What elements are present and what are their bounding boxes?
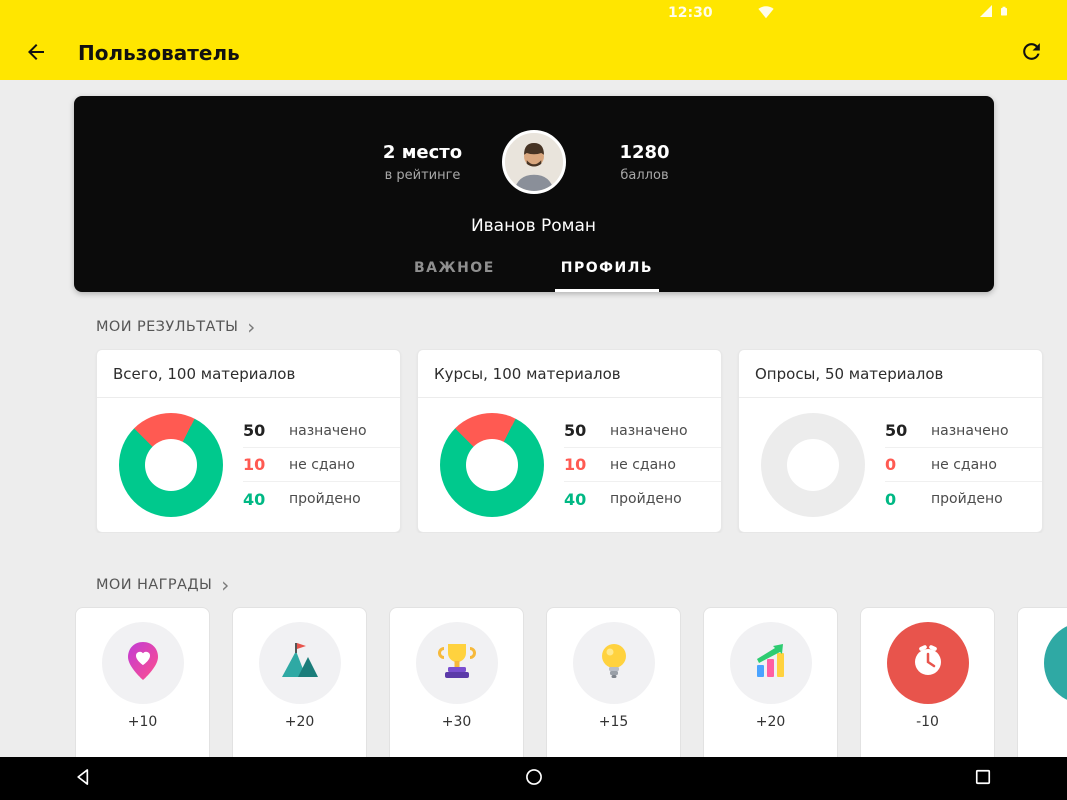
nav-back-icon: [74, 767, 94, 790]
battery-icon: [998, 2, 1010, 24]
award-card[interactable]: +20: [232, 607, 367, 779]
status-bar: 12:30: [0, 0, 1067, 26]
donut-chart: [761, 413, 865, 517]
stat-row: 10 не сдано: [243, 448, 400, 482]
result-card-surveys: Опросы, 50 материалов 50 назначено 0 не …: [738, 349, 1043, 533]
signal-icon: [978, 3, 994, 23]
rank-label: в рейтинге: [384, 167, 461, 183]
stat-value: 50: [564, 421, 587, 440]
awards-row: +10 +20: [0, 607, 1067, 779]
stat-row: 40 пройдено: [243, 482, 400, 516]
award-card[interactable]: -10: [860, 607, 995, 779]
system-nav-bar: [0, 757, 1067, 800]
awards-section-title: МОИ НАГРАДЫ: [96, 577, 213, 593]
stat-row: 0 пройдено: [885, 482, 1042, 516]
chevron-right-icon: ›: [247, 315, 256, 339]
stat-label: пройдено: [931, 491, 1003, 507]
stat-row: 50 назначено: [564, 414, 721, 448]
stat-value: 40: [564, 489, 587, 509]
donut-chart: [119, 413, 223, 517]
stat-value: 10: [243, 455, 266, 474]
award-value: +10: [127, 714, 158, 730]
award-value: +30: [441, 714, 472, 730]
status-time: 12:30: [668, 5, 713, 21]
nav-recents-button[interactable]: [973, 767, 993, 790]
stat-value: 0: [885, 455, 897, 474]
clock-penalty-icon: [906, 639, 950, 687]
result-card-courses: Курсы, 100 материалов 50 назначено 10 не…: [417, 349, 722, 533]
stat-row: 40 пройдено: [564, 482, 721, 516]
stat-row: 0 не сдано: [885, 448, 1042, 482]
nav-recents-icon: [973, 767, 993, 790]
stat-value: 50: [243, 421, 266, 440]
nav-home-icon: [524, 767, 544, 790]
back-button[interactable]: [22, 39, 50, 67]
stat-label: назначено: [610, 422, 688, 439]
points-block: 1280 баллов: [600, 142, 690, 183]
awards-section-header[interactable]: МОИ НАГРАДЫ ›: [96, 573, 1067, 597]
chevron-right-icon: ›: [221, 573, 230, 597]
arrow-back-icon: [24, 40, 48, 67]
rank-block: 2 место в рейтинге: [378, 142, 468, 183]
award-card-partial[interactable]: [1017, 607, 1067, 779]
trophy-icon: [435, 639, 479, 687]
rank-value: 2 место: [382, 141, 463, 163]
points-value: 1280: [619, 141, 670, 163]
results-section-title: МОИ РЕЗУЛЬТАТЫ: [96, 319, 239, 335]
nav-back-button[interactable]: [74, 767, 94, 790]
profile-card: 2 место в рейтинге 1280 баллов Иванов Ро…: [73, 96, 994, 292]
stat-label: не сдано: [931, 456, 997, 473]
stat-value: 10: [564, 455, 587, 474]
points-label: баллов: [620, 167, 669, 183]
donut-chart: [440, 413, 544, 517]
stat-label: не сдано: [610, 456, 676, 473]
nav-home-button[interactable]: [524, 767, 544, 790]
refresh-button[interactable]: [1017, 39, 1045, 67]
avatar: [501, 130, 566, 194]
result-card-title: Всего, 100 материалов: [97, 350, 400, 398]
profile-tabs: ВАЖНОЕ ПРОФИЛЬ: [74, 260, 994, 292]
stat-label: назначено: [289, 422, 367, 439]
award-value: +20: [284, 714, 315, 730]
stat-row: 50 назначено: [243, 414, 400, 448]
stat-row: 10 не сдано: [564, 448, 721, 482]
result-card-title: Опросы, 50 материалов: [739, 350, 1042, 398]
award-card[interactable]: +20: [703, 607, 838, 779]
result-card-title: Курсы, 100 материалов: [418, 350, 721, 398]
award-value: -10: [916, 714, 939, 730]
tab-profile[interactable]: ПРОФИЛЬ: [554, 260, 660, 292]
stat-label: не сдано: [289, 456, 355, 473]
results-section-header[interactable]: МОИ РЕЗУЛЬТАТЫ ›: [96, 315, 1067, 339]
stat-label: назначено: [931, 422, 1009, 439]
user-name: Иванов Роман: [470, 216, 597, 236]
stat-row: 50 назначено: [885, 414, 1042, 448]
award-value: +15: [598, 714, 629, 730]
page-title: Пользователь: [78, 41, 240, 65]
mountain-flag-icon: [278, 639, 322, 687]
award-value: +20: [755, 714, 786, 730]
award-card[interactable]: +30: [389, 607, 524, 779]
pin-heart-icon: [121, 639, 165, 687]
stat-value: 40: [243, 489, 266, 509]
results-row: Всего, 100 материалов 50 назначено 10 не…: [0, 349, 1067, 533]
app-bar: Пользователь: [0, 26, 1067, 80]
stat-label: пройдено: [610, 491, 682, 507]
lightbulb-icon: [592, 639, 636, 687]
stat-value: 50: [885, 421, 908, 440]
tab-important[interactable]: ВАЖНОЕ: [413, 260, 495, 276]
stat-value: 0: [885, 489, 897, 509]
award-card[interactable]: +15: [546, 607, 681, 779]
stat-label: пройдено: [289, 491, 361, 507]
growth-chart-icon: [749, 639, 793, 687]
result-card-total: Всего, 100 материалов 50 назначено 10 не…: [96, 349, 401, 533]
wifi-icon: [757, 3, 775, 23]
refresh-icon: [1019, 39, 1044, 67]
award-card[interactable]: +10: [75, 607, 210, 779]
